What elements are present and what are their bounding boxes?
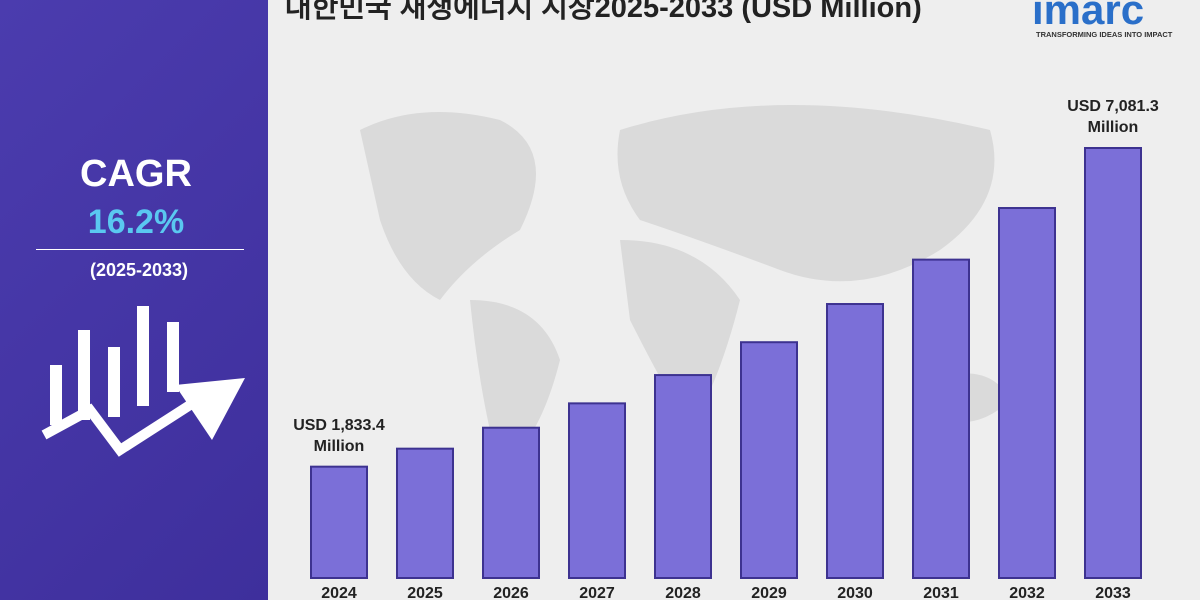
- bar: [740, 341, 798, 579]
- cagr-label: CAGR: [80, 153, 192, 195]
- cagr-value: 16.2%: [87, 203, 185, 241]
- chart-title: 대한민국 재생에너지 시장2025-2033 (USD Million): [285, 0, 922, 24]
- bar: [310, 465, 368, 580]
- x-tick-label: 2024: [321, 585, 357, 600]
- x-tick-label: 2031: [923, 585, 959, 600]
- bar: [568, 402, 626, 579]
- x-tick-label: 2027: [579, 585, 615, 600]
- value-label: USD 7,081.3 Million: [1067, 98, 1159, 136]
- value-label: USD 1,833.4 Million: [293, 416, 385, 455]
- logo: imarc: [1032, 0, 1145, 33]
- growth-icon: [41, 306, 245, 457]
- bar: [912, 258, 970, 579]
- bar: [396, 447, 454, 579]
- x-tick-label: 2026: [493, 585, 529, 600]
- bar: [998, 207, 1056, 579]
- x-tick-label: 2028: [665, 585, 701, 600]
- x-tick-label: 2029: [751, 585, 787, 600]
- x-tick-label: 2025: [407, 585, 443, 600]
- period: (2025-2033): [89, 260, 189, 280]
- bar: [482, 426, 540, 580]
- sidebar: CAGR 16.2% (2025-2033): [0, 0, 268, 600]
- logo-tagline: TRANSFORMING IDEAS INTO IMPACT: [1036, 30, 1173, 39]
- x-tick-label: 2030: [837, 585, 873, 600]
- x-tick-label: 2032: [1009, 585, 1045, 600]
- divider: [36, 249, 244, 250]
- bar: [826, 303, 884, 579]
- x-tick-label: 2033: [1095, 585, 1131, 600]
- bar: [1084, 147, 1142, 579]
- bar: [654, 374, 712, 579]
